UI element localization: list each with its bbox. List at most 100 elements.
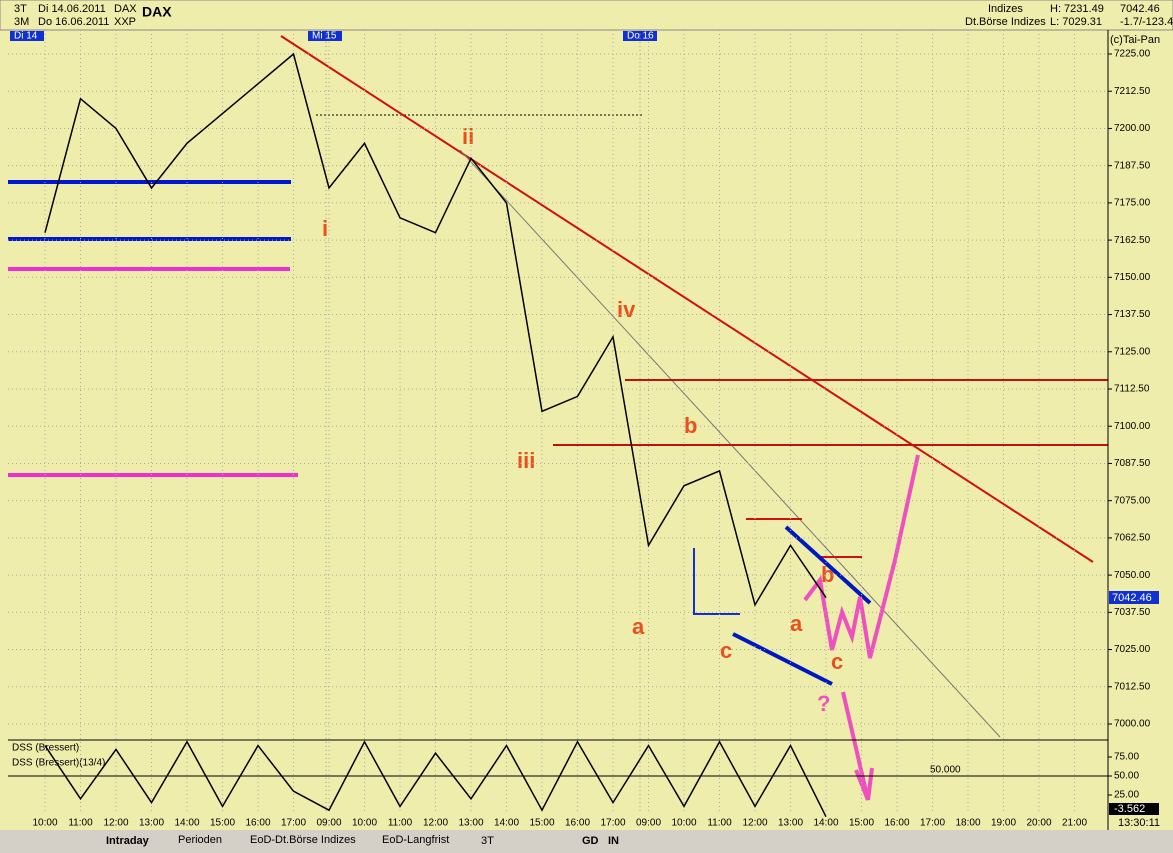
wave-label: ii [462, 124, 474, 149]
exchange: XXP [114, 16, 136, 28]
y-tick-label: 7050.00 [1114, 570, 1151, 581]
arrow-head [866, 767, 874, 801]
x-tick-label: 15:00 [849, 818, 874, 829]
indicator-level: 50.000 [930, 765, 961, 776]
wave-label: b [684, 413, 697, 438]
trendline-thin [459, 149, 1001, 738]
y-tick-label: 7212.50 [1114, 86, 1151, 97]
x-tick-label: 19:00 [991, 818, 1016, 829]
instrument: DAX [142, 4, 172, 20]
x-tick-label: 14:00 [813, 818, 838, 829]
wedge-line [784, 525, 872, 605]
indicator-line [44, 740, 827, 818]
tab[interactable]: Perioden [178, 834, 222, 846]
price-tag [1109, 591, 1159, 604]
plot: 10:00 11:00 12:00 13:00 14:00 15:00 16:00 17:00… [8, 30, 1151, 829]
y-tick-label: 75.00 [1114, 752, 1139, 763]
period: 3T [14, 3, 27, 15]
x-tick-label: 11:00 [388, 818, 413, 829]
indicator-tag [1109, 803, 1159, 815]
y-tick-label: 50.00 [1114, 771, 1139, 782]
clock: 13:30:11 [1118, 817, 1160, 829]
price-line [44, 52, 827, 607]
x-tick-label: 10:00 [671, 818, 696, 829]
wave-label: b [821, 562, 834, 587]
y-tick-label: 7000.00 [1114, 719, 1151, 730]
x-tick-label: 12:00 [423, 818, 448, 829]
x-tick-label: 17:00 [600, 818, 625, 829]
y-tick-label: 7187.50 [1114, 160, 1151, 171]
x-tick-label: 17:00 [920, 818, 945, 829]
trendline [280, 35, 1094, 563]
group: Indizes [988, 3, 1023, 15]
y-tick-label: 7025.00 [1114, 644, 1151, 655]
tab[interactable]: EoD-Langfrist [382, 834, 449, 846]
y-tick-label: 7100.00 [1114, 421, 1151, 432]
wave-label: iii [517, 448, 535, 473]
x-tick-label: 09:00 [316, 818, 341, 829]
day-tag [623, 31, 657, 41]
day-tag [10, 31, 44, 41]
wave-label: iv [617, 297, 636, 322]
x-tick-label: 14:00 [174, 818, 199, 829]
x-tick-label: 16:00 [565, 818, 590, 829]
change: -1.7/-123.4 [1120, 16, 1173, 28]
wave-label: a [632, 614, 645, 639]
low: L: 7029.31 [1050, 16, 1102, 28]
wedge-line [732, 632, 833, 686]
x-tick-label: 21:00 [1062, 818, 1087, 829]
x-tick-label: 11:00 [68, 818, 93, 829]
y-tick-label: 25.00 [1114, 790, 1139, 801]
day-tag [308, 31, 342, 41]
wave-label: c [720, 638, 732, 663]
y-tick-label: 7225.00 [1114, 49, 1151, 60]
x-tick-label: 13:00 [778, 818, 803, 829]
x-tick-label: 14:00 [494, 818, 519, 829]
x-tick-label: 10:00 [352, 818, 377, 829]
y-tick-label: 7125.00 [1114, 346, 1151, 357]
x-tick-label: 13:00 [458, 818, 483, 829]
wave-label: c [831, 649, 843, 674]
range: 3M [14, 16, 29, 28]
symbol: DAX [114, 3, 137, 15]
tab[interactable]: Intraday [106, 835, 150, 847]
y-tick-label: 7037.50 [1114, 607, 1151, 618]
x-tick-label: 12:00 [103, 818, 128, 829]
x-tick-label: 20:00 [1026, 818, 1051, 829]
header-bar [0, 0, 1173, 31]
y-tick-label: 7150.00 [1114, 272, 1151, 283]
indicator-name: DSS (Bressert)(13/4) [12, 758, 105, 769]
wave-label: a [790, 611, 803, 636]
button[interactable]: IN [608, 835, 619, 847]
y-tick-label: 7162.50 [1114, 235, 1151, 246]
wave-label: i [322, 216, 328, 241]
wave-label: ? [817, 691, 830, 716]
x-tick-label: 09:00 [636, 818, 661, 829]
y-tick-label: 7137.50 [1114, 309, 1151, 320]
button[interactable]: GD [582, 835, 599, 847]
y-tick-label: 7087.50 [1114, 458, 1151, 469]
x-tick-label: 16:00 [884, 818, 909, 829]
y-tick-label: 7200.00 [1114, 123, 1151, 134]
copyright: (c)Tai-Pan [1110, 34, 1160, 46]
x-tick-label: 12:00 [742, 818, 767, 829]
tab[interactable]: EoD-Dt.Börse Indizes [250, 834, 356, 846]
period-select[interactable]: 3T [481, 835, 494, 847]
y-tick-label: 7175.00 [1114, 198, 1151, 209]
y-tick-label: 7075.00 [1114, 495, 1151, 506]
projection [803, 454, 920, 659]
last: 7042.46 [1120, 3, 1160, 15]
x-tick-label: 10:00 [32, 818, 57, 829]
x-tick-label: 15:00 [210, 818, 235, 829]
price-tag-label: 7042.46 [1112, 592, 1152, 604]
x-tick-label: 15:00 [529, 818, 554, 829]
market: Dt.Börse Indizes [965, 16, 1046, 28]
box-line [693, 548, 740, 615]
from-date: Di 14.06.2011 [38, 3, 106, 15]
x-tick-label: 18:00 [955, 818, 980, 829]
indicator-current: -3.562 [1114, 803, 1145, 815]
day-label: Di 14 [14, 31, 38, 42]
x-tick-label: 17:00 [281, 818, 306, 829]
